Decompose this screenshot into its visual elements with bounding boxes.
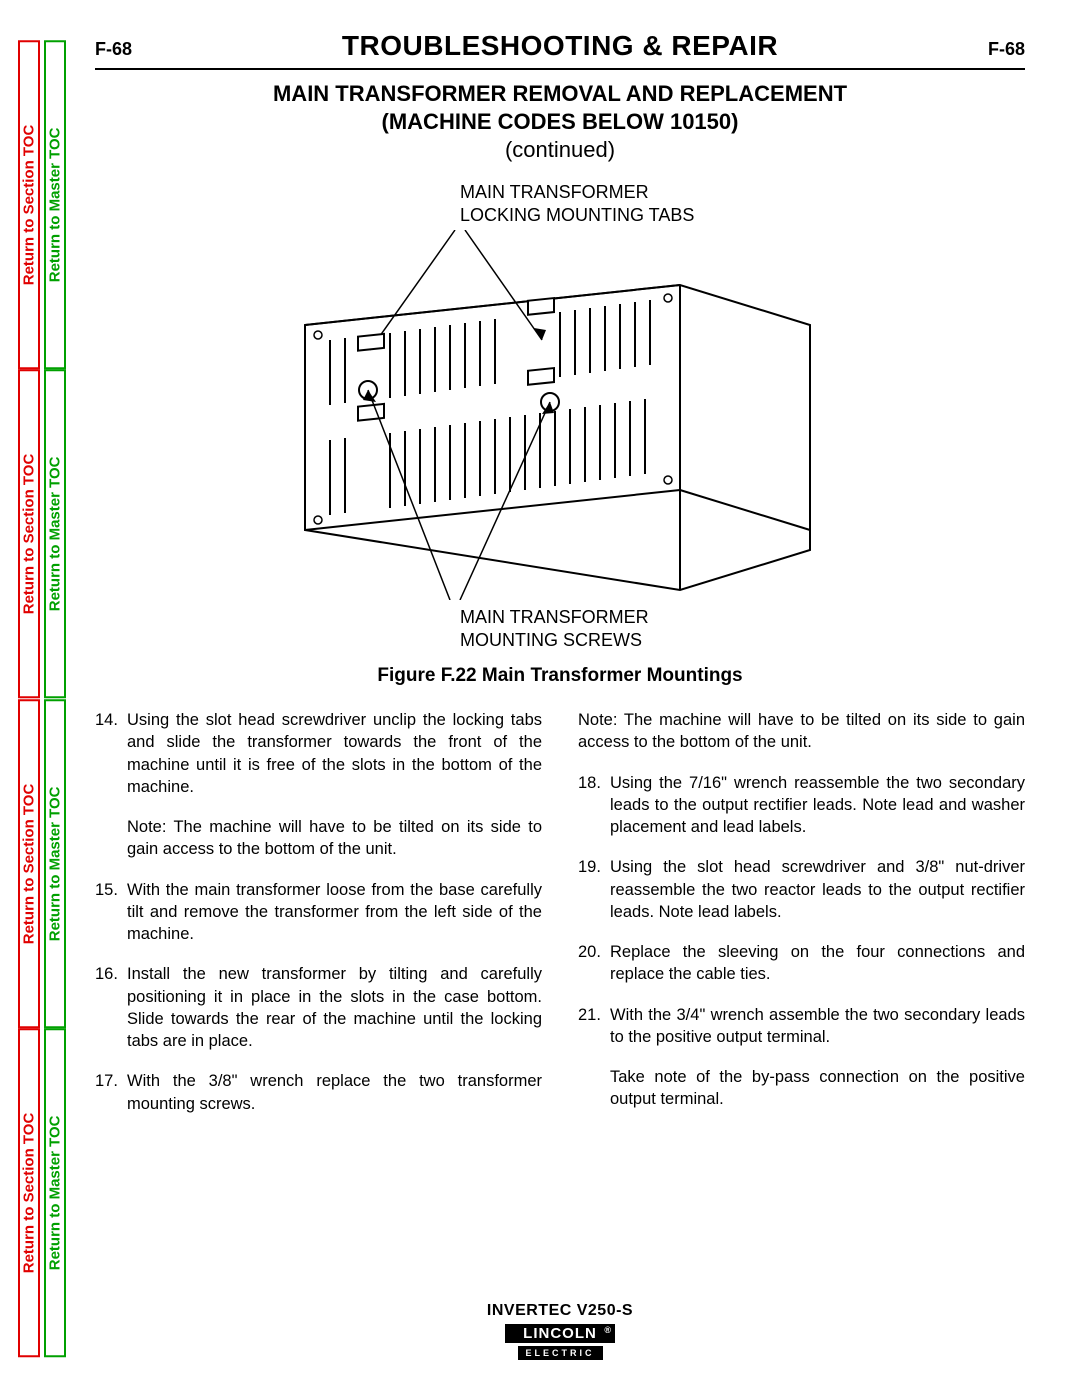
step-text: With the 3/4" wrench assemble the two se…	[610, 1004, 1025, 1049]
instruction-step: 15.With the main transformer loose from …	[95, 879, 542, 946]
callout-bottom-line2: MOUNTING SCREWS	[460, 630, 642, 650]
instruction-note: Note: The machine will have to be tilted…	[578, 709, 1025, 754]
return-master-toc-link[interactable]: Return to Master TOC	[44, 369, 66, 698]
page-number-left: F-68	[95, 39, 132, 60]
instruction-step: 20.Replace the sleeving on the four conn…	[578, 941, 1025, 986]
logo-registered: ®	[604, 1325, 612, 1335]
callout-bottom-line1: MAIN TRANSFORMER	[460, 607, 649, 627]
step-text: With the main transformer loose from the…	[127, 879, 542, 946]
subtitle-line1: MAIN TRANSFORMER REMOVAL AND REPLACEMENT	[95, 80, 1025, 108]
figure-caption: Figure F.22 Main Transformer Mountings	[250, 665, 870, 687]
page-footer: INVERTEC V250-S LINCOLN ® ELECTRIC	[95, 1302, 1025, 1361]
section-title: TROUBLESHOOTING & REPAIR	[342, 30, 778, 62]
page-number-right: F-68	[988, 39, 1025, 60]
instruction-columns: 14.Using the slot head screwdriver uncli…	[95, 709, 1025, 1133]
step-text: Using the slot head screwdriver unclip t…	[127, 709, 542, 798]
instruction-step: 18.Using the 7/16" wrench reassemble the…	[578, 772, 1025, 839]
step-text: Using the slot head screwdriver and 3/8"…	[610, 856, 1025, 923]
left-column: 14.Using the slot head screwdriver uncli…	[95, 709, 542, 1133]
step-number: 17.	[95, 1070, 127, 1115]
instruction-step: 16.Install the new transformer by tiltin…	[95, 963, 542, 1052]
subtitle: MAIN TRANSFORMER REMOVAL AND REPLACEMENT…	[95, 80, 1025, 163]
return-master-toc-link[interactable]: Return to Master TOC	[44, 699, 66, 1028]
logo-subbrand: ELECTRIC	[518, 1346, 603, 1360]
return-master-toc-link[interactable]: Return to Master TOC	[44, 40, 66, 369]
step-number: 15.	[95, 879, 127, 946]
transformer-diagram	[250, 230, 870, 600]
step-number: 14.	[95, 709, 127, 798]
model-name: INVERTEC V250-S	[95, 1302, 1025, 1320]
lincoln-logo: LINCOLN ® ELECTRIC	[505, 1324, 615, 1361]
step-number: 21.	[578, 1004, 610, 1049]
side-toc-tabs: Return to Section TOC Return to Section …	[18, 40, 66, 1357]
subtitle-continued: (continued)	[95, 137, 1025, 163]
instruction-note: Note: The machine will have to be tilted…	[127, 816, 542, 861]
instruction-step: 19.Using the slot head screwdriver and 3…	[578, 856, 1025, 923]
return-section-toc-link[interactable]: Return to Section TOC	[18, 699, 40, 1028]
step-text: Install the new transformer by tilting a…	[127, 963, 542, 1052]
logo-brand: LINCOLN	[523, 1325, 597, 1342]
step-number: 18.	[578, 772, 610, 839]
return-section-toc-link[interactable]: Return to Section TOC	[18, 369, 40, 698]
instruction-step: 21.With the 3/4" wrench assemble the two…	[578, 1004, 1025, 1049]
instruction-note: Take note of the by-pass connection on t…	[610, 1066, 1025, 1111]
step-number: 20.	[578, 941, 610, 986]
callout-top: MAIN TRANSFORMER LOCKING MOUNTING TABS	[460, 181, 870, 226]
step-text: Using the 7/16" wrench reassemble the tw…	[610, 772, 1025, 839]
callout-top-line2: LOCKING MOUNTING TABS	[460, 205, 694, 225]
return-master-toc-link[interactable]: Return to Master TOC	[44, 1028, 66, 1357]
subtitle-line2: (MACHINE CODES BELOW 10150)	[95, 108, 1025, 136]
step-number: 16.	[95, 963, 127, 1052]
right-column: Note: The machine will have to be tilted…	[578, 709, 1025, 1133]
instruction-step: 14.Using the slot head screwdriver uncli…	[95, 709, 542, 798]
return-section-toc-link[interactable]: Return to Section TOC	[18, 40, 40, 369]
step-text: Replace the sleeving on the four connect…	[610, 941, 1025, 986]
callout-bottom: MAIN TRANSFORMER MOUNTING SCREWS	[460, 606, 870, 651]
return-section-toc-link[interactable]: Return to Section TOC	[18, 1028, 40, 1357]
figure-area: MAIN TRANSFORMER LOCKING MOUNTING TABS	[250, 181, 870, 687]
step-text: With the 3/8" wrench replace the two tra…	[127, 1070, 542, 1115]
instruction-step: 17.With the 3/8" wrench replace the two …	[95, 1070, 542, 1115]
callout-top-line1: MAIN TRANSFORMER	[460, 182, 649, 202]
step-number: 19.	[578, 856, 610, 923]
page-content: F-68 TROUBLESHOOTING & REPAIR F-68 MAIN …	[95, 30, 1025, 1367]
page-header: F-68 TROUBLESHOOTING & REPAIR F-68	[95, 30, 1025, 70]
